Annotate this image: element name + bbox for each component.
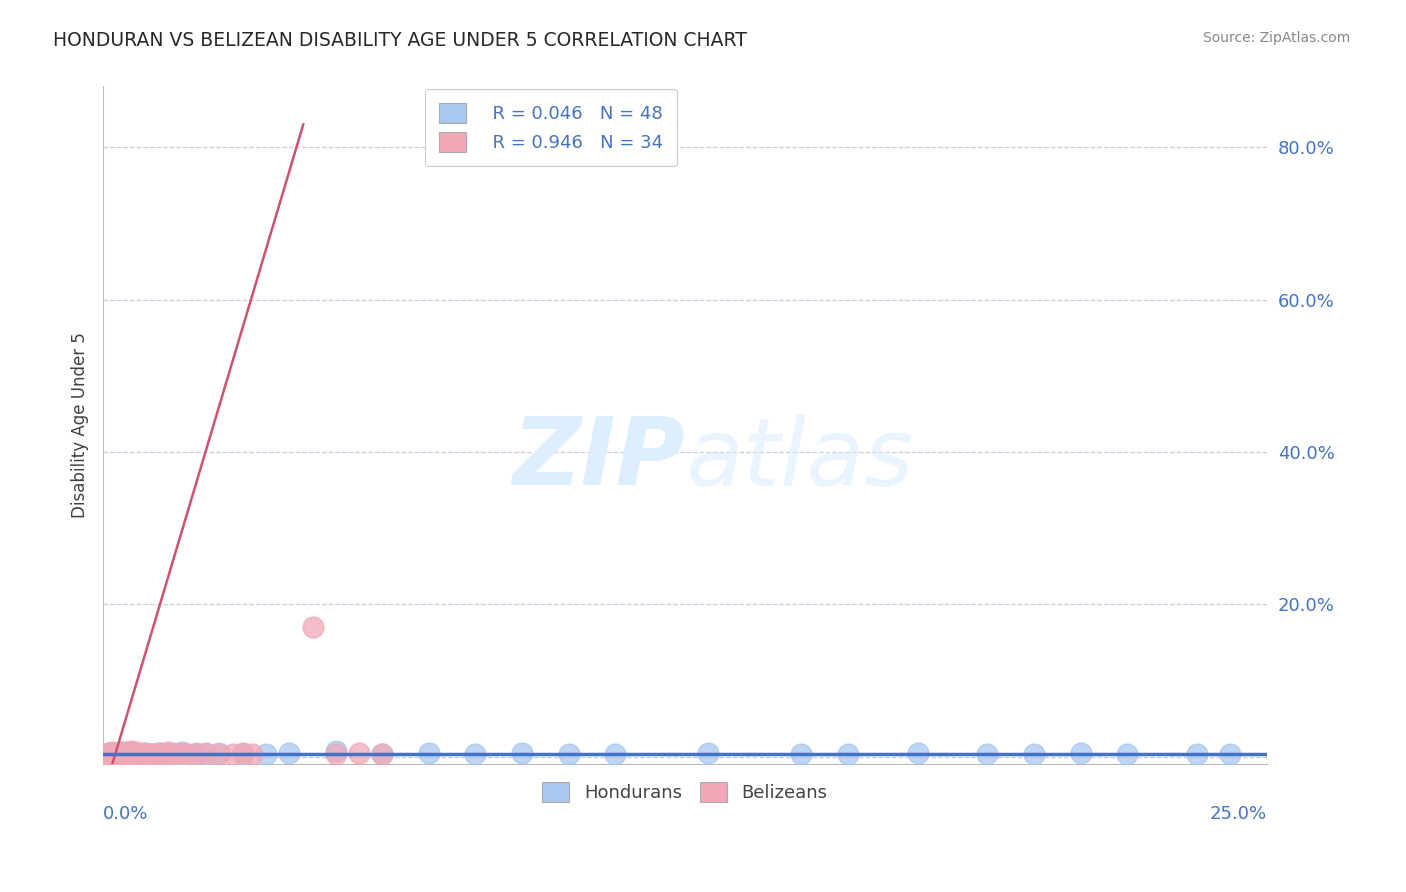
Point [464,747,486,762]
Point [240,747,263,761]
Point [115,746,138,760]
Point [129,747,152,761]
Point [1070,746,1092,760]
Text: 0.0%: 0.0% [103,805,149,823]
Point [172,746,194,760]
Point [557,747,579,761]
Point [176,747,198,761]
Text: ZIP: ZIP [512,413,685,505]
Point [976,747,998,761]
Point [125,746,148,760]
Point [907,746,929,760]
Point [115,745,138,759]
Point [97,747,120,762]
Point [115,747,138,762]
Point [129,747,152,762]
Point [371,747,394,761]
Point [1116,747,1139,761]
Point [148,746,170,760]
Point [129,747,152,762]
Point [111,745,134,759]
Text: atlas: atlas [685,414,914,505]
Point [1218,747,1240,761]
Point [134,746,156,760]
Point [222,747,245,762]
Point [152,747,174,761]
Point [418,746,440,760]
Point [120,744,142,758]
Text: 25.0%: 25.0% [1209,805,1267,823]
Point [278,746,301,760]
Text: Source: ZipAtlas.com: Source: ZipAtlas.com [1202,31,1350,45]
Point [97,746,120,760]
Point [186,747,208,762]
Point [157,747,180,762]
Point [510,746,533,760]
Point [371,747,394,761]
Point [97,747,120,762]
Point [325,747,347,762]
Point [101,745,124,759]
Point [101,746,124,760]
Point [115,747,138,762]
Point [105,747,128,762]
Point [172,745,194,759]
Point [134,746,156,760]
Point [166,747,188,761]
Point [162,747,184,762]
Point [120,745,142,759]
Point [125,747,148,761]
Point [143,747,166,762]
Point [186,746,208,760]
Point [1185,747,1208,762]
Point [125,745,148,759]
Point [120,746,142,760]
Point [101,747,124,761]
Point [837,747,859,762]
Y-axis label: Disability Age Under 5: Disability Age Under 5 [72,333,89,518]
Point [101,747,124,761]
Point [1022,747,1045,762]
Point [347,746,370,760]
Point [148,746,170,760]
Point [111,747,134,761]
Point [194,746,217,760]
Point [111,745,134,759]
Point [111,747,134,761]
Point [105,746,128,760]
Point [605,747,627,762]
Point [138,747,160,761]
Point [232,746,254,760]
Point [790,747,813,761]
Point [194,747,217,761]
Text: HONDURAN VS BELIZEAN DISABILITY AGE UNDER 5 CORRELATION CHART: HONDURAN VS BELIZEAN DISABILITY AGE UNDE… [53,31,748,50]
Point [157,745,180,759]
Point [301,620,323,634]
Point [143,747,166,762]
Point [208,747,231,761]
Point [120,747,142,761]
Point [138,747,160,761]
Point [254,747,277,762]
Point [125,747,148,762]
Point [162,746,184,760]
Point [232,747,254,761]
Point [176,747,198,762]
Point [697,746,720,760]
Legend: Hondurans, Belizeans: Hondurans, Belizeans [527,767,842,816]
Point [208,746,231,760]
Point [152,747,174,761]
Point [105,747,128,762]
Point [105,746,128,760]
Point [325,743,347,757]
